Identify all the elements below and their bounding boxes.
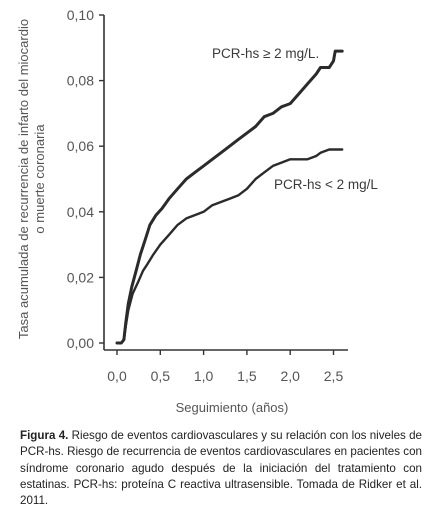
caption-text: Riesgo de eventos cardiovasculares y su …: [20, 429, 422, 508]
x-tick-label: 2,5: [324, 368, 344, 384]
chart-axes: [103, 15, 348, 351]
x-tick-label: 0,5: [151, 368, 171, 384]
series-label-low: PCR-hs < 2 mg/L: [274, 177, 378, 192]
y-tick-label: 0,08: [67, 73, 94, 89]
line-chart: 0,00 0,02 0,04 0,06 0,08 0,10 0,0 0,5 1,0 1,5 2,0…: [16, 7, 378, 415]
y-tick-label: 0,06: [67, 138, 94, 154]
y-ticks: 0,00 0,02 0,04 0,06 0,08 0,10: [67, 7, 104, 351]
y-tick-label: 0,02: [67, 269, 94, 285]
x-axis-title: Seguimiento (años): [176, 400, 289, 415]
series-layer: [115, 49, 344, 345]
y-tick-label: 0,04: [67, 204, 94, 220]
chart-figure: 0,00 0,02 0,04 0,06 0,08 0,10 0,0 0,5 1,0 1,5 2,0…: [16, 7, 378, 415]
series-line-low: [115, 148, 344, 345]
figure-caption: Figura 4. Riesgo de eventos cardiovascul…: [20, 428, 422, 509]
x-tick-label: 2,0: [280, 368, 300, 384]
y-axis-title-line2: o muerte coronaria: [32, 124, 47, 234]
y-tick-label: 0,00: [67, 335, 94, 351]
y-axis-title-line1: Tasa acumulada de recurrencia de infarto…: [16, 19, 31, 339]
x-tick-label: 1,5: [237, 368, 257, 384]
series-label-high: PCR-hs ≥ 2 mg/L.: [212, 46, 319, 61]
y-tick-label: 0,10: [67, 7, 94, 23]
x-ticks: 0,0 0,5 1,0 1,5 2,0 2,5: [107, 350, 343, 384]
x-tick-label: 1,0: [194, 368, 214, 384]
caption-figure-label: Figura 4.: [20, 429, 69, 442]
x-tick-label: 0,0: [107, 368, 127, 384]
series-line-high: [115, 49, 344, 345]
